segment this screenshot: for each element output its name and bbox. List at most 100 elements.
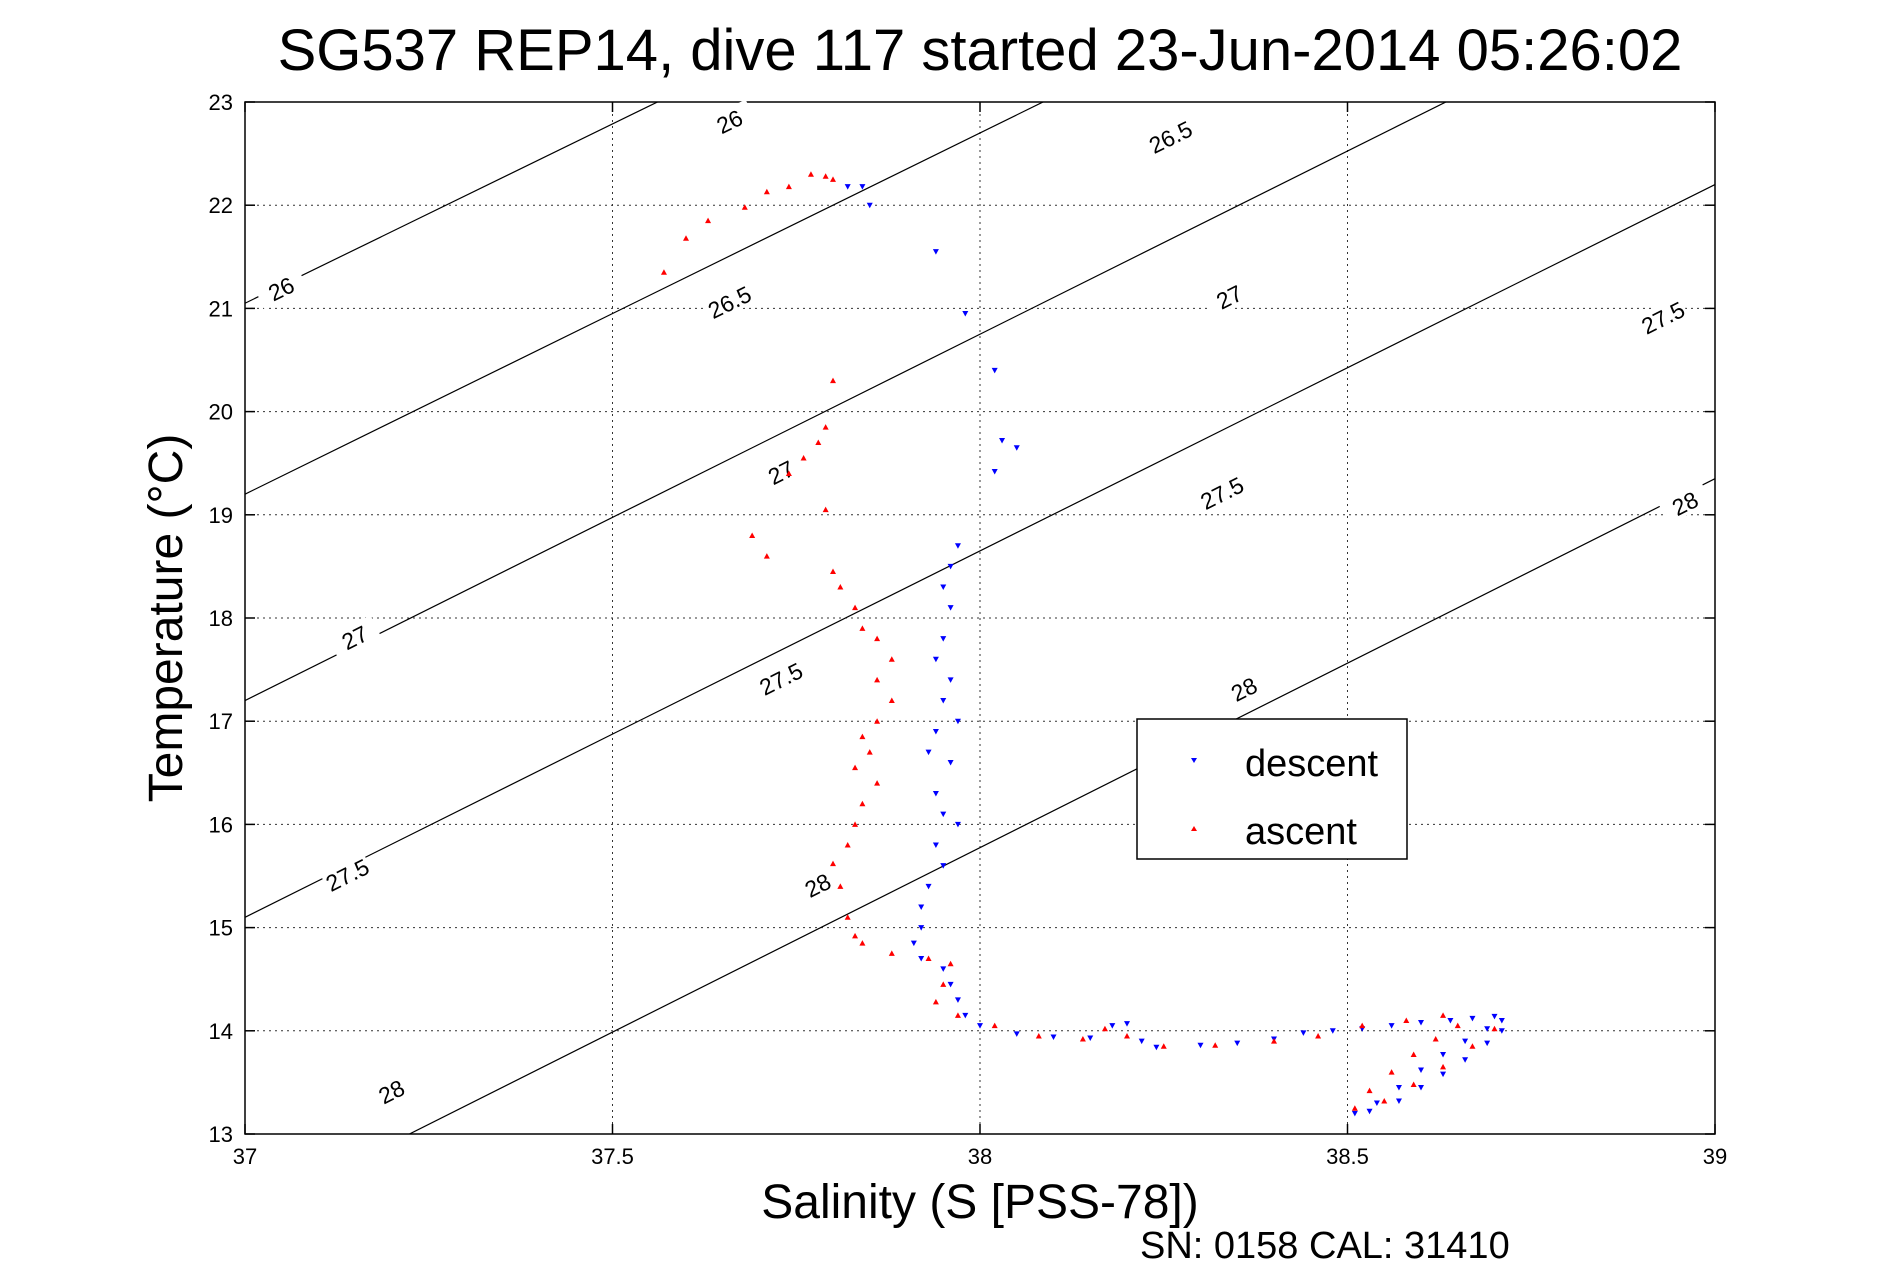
- y-tick-label: 17: [209, 709, 233, 734]
- descent-point: [940, 966, 947, 972]
- descent-point: [1109, 1023, 1116, 1029]
- descent-point: [1124, 1021, 1130, 1027]
- descent-point: [866, 202, 873, 209]
- descent-point: [940, 698, 947, 704]
- descent-point: [918, 925, 925, 931]
- ascent-point: [852, 604, 859, 611]
- ascent-point: [954, 1012, 961, 1018]
- legend-descent-marker: [1191, 758, 1197, 763]
- descent-point: [1388, 1023, 1395, 1029]
- ascent-point: [660, 269, 667, 275]
- data-points: [660, 171, 1505, 1117]
- y-tick-label: 22: [209, 193, 233, 218]
- descent-point: [940, 584, 947, 591]
- ascent-point: [837, 883, 844, 889]
- ascent-point: [830, 860, 836, 867]
- isopycnal-label-bg: [320, 852, 374, 896]
- ascent-point: [822, 424, 829, 430]
- descent-point: [1138, 1038, 1145, 1045]
- ascent-point: [1410, 1051, 1417, 1058]
- legend-ascent-label: ascent: [1245, 811, 1357, 853]
- descent-point: [962, 1012, 969, 1019]
- descent-point: [1440, 1071, 1447, 1078]
- ascent-point: [1388, 1069, 1395, 1075]
- ascent-point: [1366, 1087, 1373, 1094]
- isopycnal-label-bg: [1657, 481, 1712, 525]
- descent-point: [844, 184, 851, 190]
- ascent-point: [1160, 1043, 1167, 1049]
- descent-point: [1087, 1035, 1094, 1042]
- ascent-point: [1410, 1081, 1417, 1087]
- ascent-point: [888, 950, 895, 956]
- ascent-point: [830, 568, 836, 575]
- legend-ascent-marker: [1191, 826, 1197, 831]
- ascent-point: [888, 697, 895, 704]
- ascent-point: [837, 584, 844, 590]
- descent-point: [1153, 1044, 1160, 1051]
- descent-point: [925, 749, 932, 756]
- isopycnal-label-bg: [702, 280, 757, 323]
- descent-point: [1050, 1034, 1057, 1040]
- ascent-point: [844, 914, 851, 920]
- descent-point: [859, 184, 866, 190]
- descent-point: [1462, 1057, 1469, 1063]
- ascent-point: [844, 842, 851, 848]
- descent-point: [932, 249, 939, 255]
- descent-point: [1418, 1020, 1424, 1026]
- descent-point: [991, 468, 998, 475]
- descent-point: [962, 311, 969, 317]
- descent-point: [1197, 1042, 1204, 1049]
- isopycnal-line: [408, 478, 1715, 1134]
- ascent-point: [1079, 1036, 1086, 1042]
- ascent-point: [1271, 1038, 1277, 1044]
- y-tick-label: 13: [209, 1122, 233, 1147]
- descent-point: [925, 883, 932, 890]
- y-tick-label: 15: [209, 916, 233, 941]
- descent-point: [940, 863, 947, 869]
- descent-point: [1418, 1067, 1424, 1074]
- isopycnal-label-bg: [702, 99, 757, 143]
- isopycnal-label-bg: [753, 656, 808, 700]
- x-tick-label: 39: [1703, 1144, 1727, 1169]
- descent-point: [910, 940, 917, 947]
- ascent-point: [1454, 1022, 1461, 1029]
- ascent-point: [932, 998, 939, 1005]
- y-tick-label: 20: [209, 400, 233, 425]
- descent-point: [918, 904, 925, 910]
- ascent-point: [1212, 1042, 1219, 1048]
- ascent-point: [1432, 1036, 1439, 1042]
- descent-point: [1447, 1017, 1454, 1024]
- ascent-point: [822, 173, 829, 179]
- ascent-point: [1440, 1063, 1447, 1070]
- ascent-point: [1315, 1032, 1322, 1039]
- ascent-point: [852, 764, 859, 771]
- isopycnal-label-bg: [1216, 666, 1271, 710]
- ascent-point: [830, 176, 836, 182]
- ascent-point: [852, 821, 859, 827]
- ascent-point: [785, 183, 792, 190]
- descent-point: [999, 437, 1006, 444]
- ascent-point: [1124, 1032, 1130, 1039]
- y-tick-label: 14: [209, 1019, 233, 1044]
- ascent-point: [807, 171, 814, 177]
- isopycnal-line: [245, 184, 1715, 918]
- descent-point: [918, 956, 925, 962]
- descent-point: [1013, 1031, 1020, 1037]
- ascent-point: [866, 749, 873, 755]
- ascent-point: [815, 439, 822, 446]
- isopycnal-label-bg: [364, 1069, 418, 1113]
- descent-point: [1329, 1028, 1336, 1034]
- descent-point: [1462, 1038, 1469, 1045]
- descent-point: [1440, 1052, 1447, 1058]
- ascent-point: [1403, 1017, 1410, 1023]
- ascent-point: [749, 532, 756, 538]
- chart-title: SG537 REP14, dive 117 started 23-Jun-201…: [278, 18, 1683, 83]
- descent-point: [1351, 1110, 1358, 1117]
- ascent-point: [1491, 1025, 1498, 1032]
- x-tick-label: 37: [233, 1144, 257, 1169]
- descent-point: [940, 811, 947, 818]
- ascent-point: [859, 733, 866, 740]
- descent-point: [947, 759, 954, 766]
- legend: descent ascent: [1136, 718, 1408, 860]
